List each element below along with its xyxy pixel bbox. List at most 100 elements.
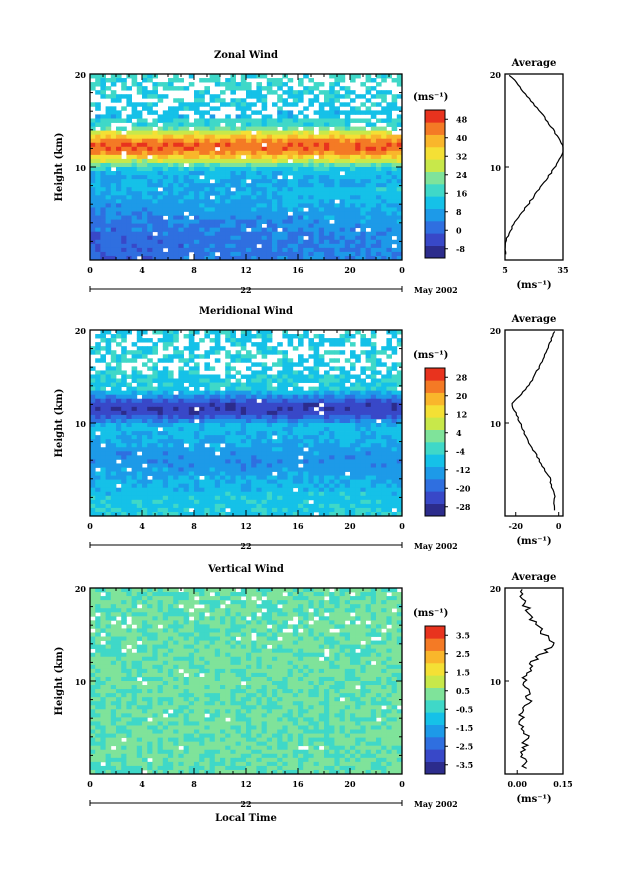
heatmap-cell <box>376 183 382 188</box>
heatmap-cell <box>246 219 252 225</box>
heatmap-cell <box>370 207 377 212</box>
heatmap-cell <box>313 179 320 184</box>
heatmap-cell <box>386 346 392 351</box>
heatmap-cell <box>350 215 356 220</box>
heatmap-cell <box>370 247 377 253</box>
heatmap-cell <box>344 378 351 383</box>
heatmap-cell <box>308 507 314 513</box>
heatmap-cell <box>188 247 195 253</box>
heatmap-cell <box>240 386 247 392</box>
heatmap-cell <box>110 386 117 392</box>
heatmap-cell <box>298 427 304 432</box>
heatmap-cell <box>360 451 366 456</box>
heatmap-cell <box>365 455 372 460</box>
heatmap-cell <box>308 219 314 225</box>
heatmap-cell <box>350 106 356 111</box>
heatmap-cell <box>183 207 190 212</box>
heatmap-cell <box>261 191 268 196</box>
heatmap-cell <box>386 235 392 241</box>
heatmap-cell <box>350 398 356 404</box>
heatmap-cell <box>230 195 236 200</box>
heatmap-cell <box>178 251 184 257</box>
heatmap-cell <box>100 491 106 497</box>
heatmap-cell <box>147 74 153 79</box>
heatmap-cell <box>136 215 143 220</box>
heatmap-cell <box>188 431 195 436</box>
heatmap-cell <box>90 491 96 497</box>
heatmap-cell <box>152 130 158 136</box>
heatmap-cell <box>277 243 283 249</box>
heatmap-cell <box>157 243 164 249</box>
heatmap-cell <box>303 154 309 160</box>
heatmap-cell <box>147 239 153 245</box>
heatmap-cell <box>194 255 200 261</box>
heatmap-cell <box>199 146 205 152</box>
heatmap-cell <box>334 162 340 168</box>
heatmap-cell <box>95 150 101 156</box>
heatmap-cell <box>396 94 403 99</box>
heatmap-cell <box>162 94 169 99</box>
heatmap-cell <box>298 138 304 144</box>
heatmap-cell <box>282 126 288 132</box>
heatmap-cell <box>246 447 252 452</box>
heatmap-cell <box>391 183 398 188</box>
heatmap-cell <box>287 423 294 428</box>
heatmap-cell <box>168 118 174 123</box>
heatmap-cell <box>188 175 195 180</box>
heatmap-cell <box>152 118 158 123</box>
heatmap-cell <box>194 199 200 204</box>
heatmap-cell <box>162 503 169 509</box>
heatmap-cell <box>121 82 127 87</box>
heatmap-cell <box>209 130 216 136</box>
heatmap-cell <box>344 255 351 261</box>
heatmap-cell <box>183 175 190 180</box>
heatmap-cell <box>298 418 304 424</box>
heatmap-cell <box>116 94 122 99</box>
heatmap-cell <box>235 423 242 428</box>
heatmap-cell <box>292 451 299 456</box>
heatmap-cell <box>147 138 153 144</box>
colorbar-swatch <box>425 159 445 172</box>
heatmap-cell <box>188 243 195 249</box>
heatmap-cell <box>178 370 184 375</box>
heatmap-cell <box>324 223 330 229</box>
heatmap-cell <box>386 114 392 119</box>
heatmap-cell <box>214 106 221 111</box>
heatmap-cell <box>131 394 138 400</box>
heatmap-cell <box>235 239 242 245</box>
heatmap-cell <box>116 402 122 408</box>
heatmap-cell <box>162 211 169 216</box>
heatmap-cell <box>350 406 356 412</box>
heatmap-cell <box>324 427 330 432</box>
heatmap-cell <box>136 431 143 436</box>
heatmap-cell <box>95 142 101 148</box>
heatmap-cell <box>142 443 148 448</box>
heatmap-cell <box>225 366 231 371</box>
heatmap-cell <box>199 471 205 476</box>
heatmap-cell <box>376 251 382 257</box>
heatmap-cell <box>147 102 153 107</box>
heatmap-cell <box>194 374 200 379</box>
heatmap-cell <box>173 346 179 351</box>
heatmap-cell <box>220 223 226 229</box>
heatmap-cell <box>350 350 356 355</box>
heatmap-cell <box>287 146 294 152</box>
heatmap-cell <box>100 114 106 119</box>
heatmap-cell <box>178 398 184 404</box>
heatmap-cell <box>204 134 210 140</box>
heatmap-cell <box>199 110 205 115</box>
average-x-label: (ms⁻¹) <box>516 280 551 291</box>
heatmap-cell <box>178 183 184 188</box>
heatmap-cell <box>136 435 143 440</box>
heatmap-cell <box>266 334 273 339</box>
heatmap-cell <box>370 179 377 184</box>
heatmap-cell <box>209 167 216 172</box>
heatmap-cell <box>230 122 236 127</box>
heatmap-cell <box>318 358 325 363</box>
heatmap-cell <box>329 223 335 229</box>
heatmap-cell <box>339 78 346 83</box>
heatmap-cell <box>199 223 205 229</box>
heatmap-cell <box>188 150 195 156</box>
heatmap-cell <box>391 199 398 204</box>
heatmap-cell <box>324 191 330 196</box>
